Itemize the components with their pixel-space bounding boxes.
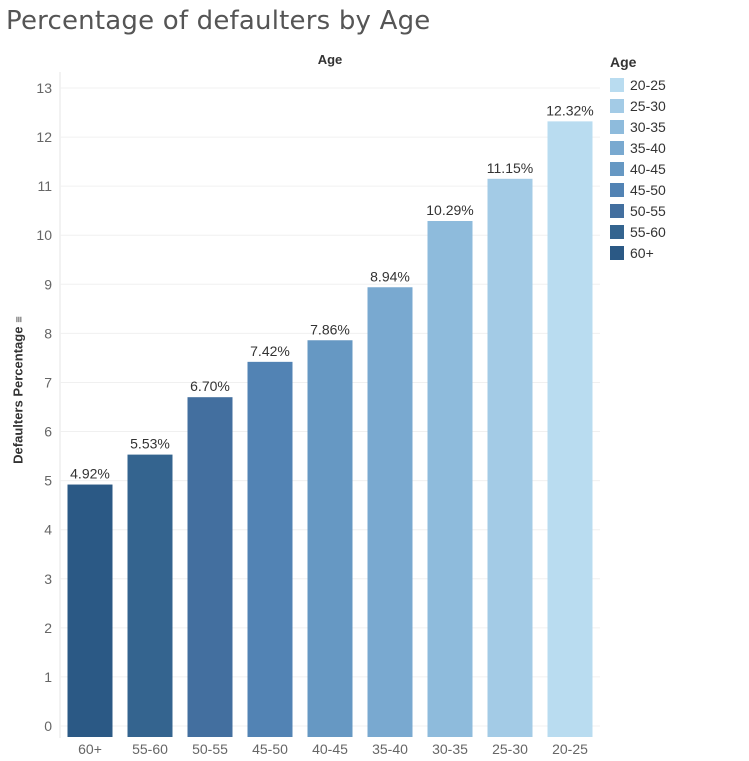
y-tick-label: 6 [44,424,52,440]
bar [427,220,473,737]
legend-item[interactable]: 50-55 [610,200,666,221]
y-tick-label: 8 [44,325,52,341]
data-label: 5.53% [130,436,170,452]
legend-item[interactable]: 35-40 [610,137,666,158]
data-label: 6.70% [190,378,230,394]
x-tick-label: 25-30 [492,741,528,757]
bar [547,121,593,737]
bar [187,397,233,737]
legend-item[interactable]: 30-35 [610,116,666,137]
x-tick-label: 60+ [78,741,102,757]
y-tick-label: 2 [44,620,52,636]
legend-item[interactable]: 20-25 [610,74,666,95]
y-tick-label: 0 [44,718,52,734]
legend-label: 25-30 [630,97,666,114]
legend-item[interactable]: 55-60 [610,221,666,242]
data-label: 4.92% [70,466,110,482]
legend-label: 40-45 [630,160,666,177]
bar [307,340,353,737]
data-label: 7.42% [250,343,290,359]
y-tick-label: 11 [37,178,52,194]
legend-label: 20-25 [630,76,666,93]
bar [487,178,533,738]
data-label: 10.29% [426,202,473,218]
legend-swatch [610,161,624,176]
legend-swatch [610,77,624,92]
legend-label: 35-40 [630,139,666,156]
legend-swatch [610,182,624,197]
legend-swatch [610,203,624,218]
legend-label: 45-50 [630,181,666,198]
y-tick-label: 13 [36,80,52,96]
data-label: 11.15% [487,160,533,176]
x-tick-label: 35-40 [372,741,408,757]
x-tick-label: 45-50 [252,741,288,757]
x-tick-label: 30-35 [432,741,468,757]
column-header: Age [317,52,343,67]
legend-swatch [610,140,624,155]
y-tick-label: 4 [44,522,52,538]
y-tick-label: 1 [44,669,52,685]
legend-swatch [610,119,624,134]
bar [367,287,413,737]
legend-label: 60+ [630,244,654,261]
legend-item[interactable]: 40-45 [610,158,666,179]
y-tick-label: 10 [36,227,52,243]
x-tick-label: 40-45 [312,741,348,757]
bar [247,361,293,737]
x-tick-label: 20-25 [552,741,588,757]
chart-title: Percentage of defaulters by Age [6,6,431,36]
y-tick-label: 12 [36,129,52,145]
legend-title: Age [610,54,637,70]
bar [67,484,113,737]
legend-item[interactable]: 45-50 [610,179,666,200]
legend-swatch [610,224,624,239]
legend-label: 50-55 [630,202,666,219]
legend-label: 55-60 [630,223,666,240]
x-tick-label: 55-60 [132,741,168,757]
legend-item[interactable]: 60+ [610,242,666,263]
legend-items: 20-25 25-30 30-35 35-40 40-45 45-50 50-55 55-60… [610,74,666,263]
x-tick-label: 50-55 [192,741,228,757]
legend-label: 30-35 [630,118,666,135]
legend-item[interactable]: 25-30 [610,95,666,116]
legend-swatch [610,245,624,260]
legend: Age 20-25 25-30 30-35 35-40 40-45 45-50 50-55 5… [610,54,666,263]
data-label: 12.32% [546,102,593,118]
data-label: 7.86% [310,321,350,337]
bar [127,454,173,737]
y-tick-label: 7 [44,374,52,390]
y-tick-label: 5 [44,473,52,489]
y-tick-label: 3 [44,571,52,587]
chart-area: 0123456789101112134.92%60+5.53%55-606.70… [36,72,600,757]
legend-swatch [610,98,624,113]
data-label: 8.94% [370,268,410,284]
y-tick-label: 9 [44,276,52,292]
